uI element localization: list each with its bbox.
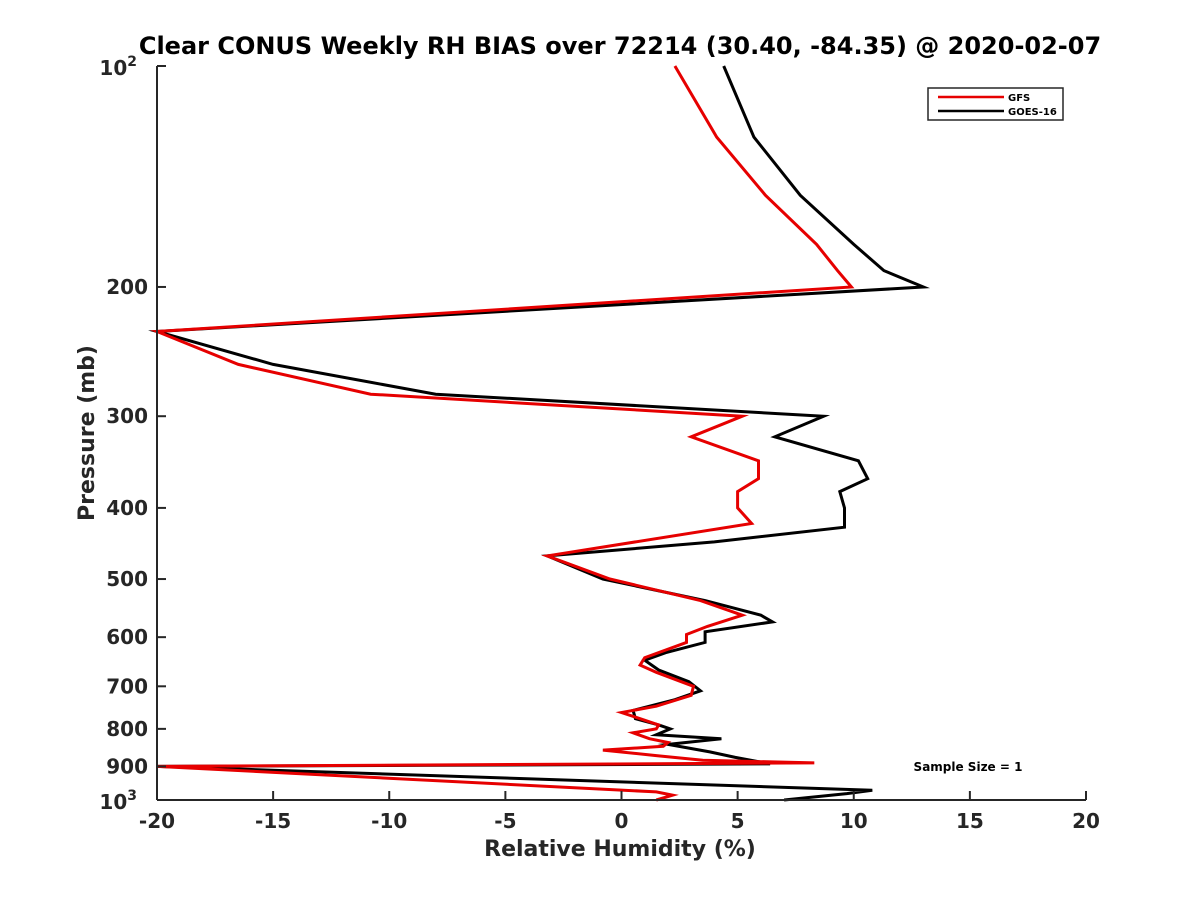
series-line-goes-16 [148,65,931,802]
y-tick-label: 300 [106,404,148,428]
axes-layer: -20 -15 -10 -5 0 5 10 15 20 102 200 300 400 500 600 700… [99,54,1100,833]
legend-box [927,87,1064,121]
y-tick-label: 500 [106,567,148,591]
x-tick-label: 0 [615,809,629,833]
y-tick-label: 200 [106,275,148,299]
x-tick-label: 20 [1072,809,1100,833]
x-tick-label: -10 [371,809,407,833]
x-axis-label: Relative Humidity (%) [484,837,756,862]
legend-label: GOES-16 [1008,107,1057,118]
y-tick-label: 700 [106,674,148,698]
series-line-gfs [150,65,855,802]
x-tick-label: -15 [255,809,291,833]
y-tick-label: 900 [106,754,148,778]
y-tick-label: 400 [106,496,148,520]
series-layer [148,65,931,802]
y-axis-label: Pressure (mb) [75,345,100,521]
sample-size-annotation: Sample Size = 1 [914,760,1023,774]
x-tick-label: 10 [840,809,868,833]
x-tick-label: -20 [139,809,175,833]
x-tick-label: 5 [731,809,745,833]
x-tick-label: -5 [494,809,516,833]
y-tick-label: 103 [99,788,137,814]
x-tick-label: 15 [956,809,984,833]
y-tick-label: 600 [106,625,148,649]
y-tick-label: 800 [106,717,148,741]
legend: GFS GOES-16 [927,87,1064,121]
legend-label: GFS [1008,93,1030,104]
chart-title: Clear CONUS Weekly RH BIAS over 72214 (3… [139,32,1101,60]
y-tick-label: 102 [99,54,137,80]
